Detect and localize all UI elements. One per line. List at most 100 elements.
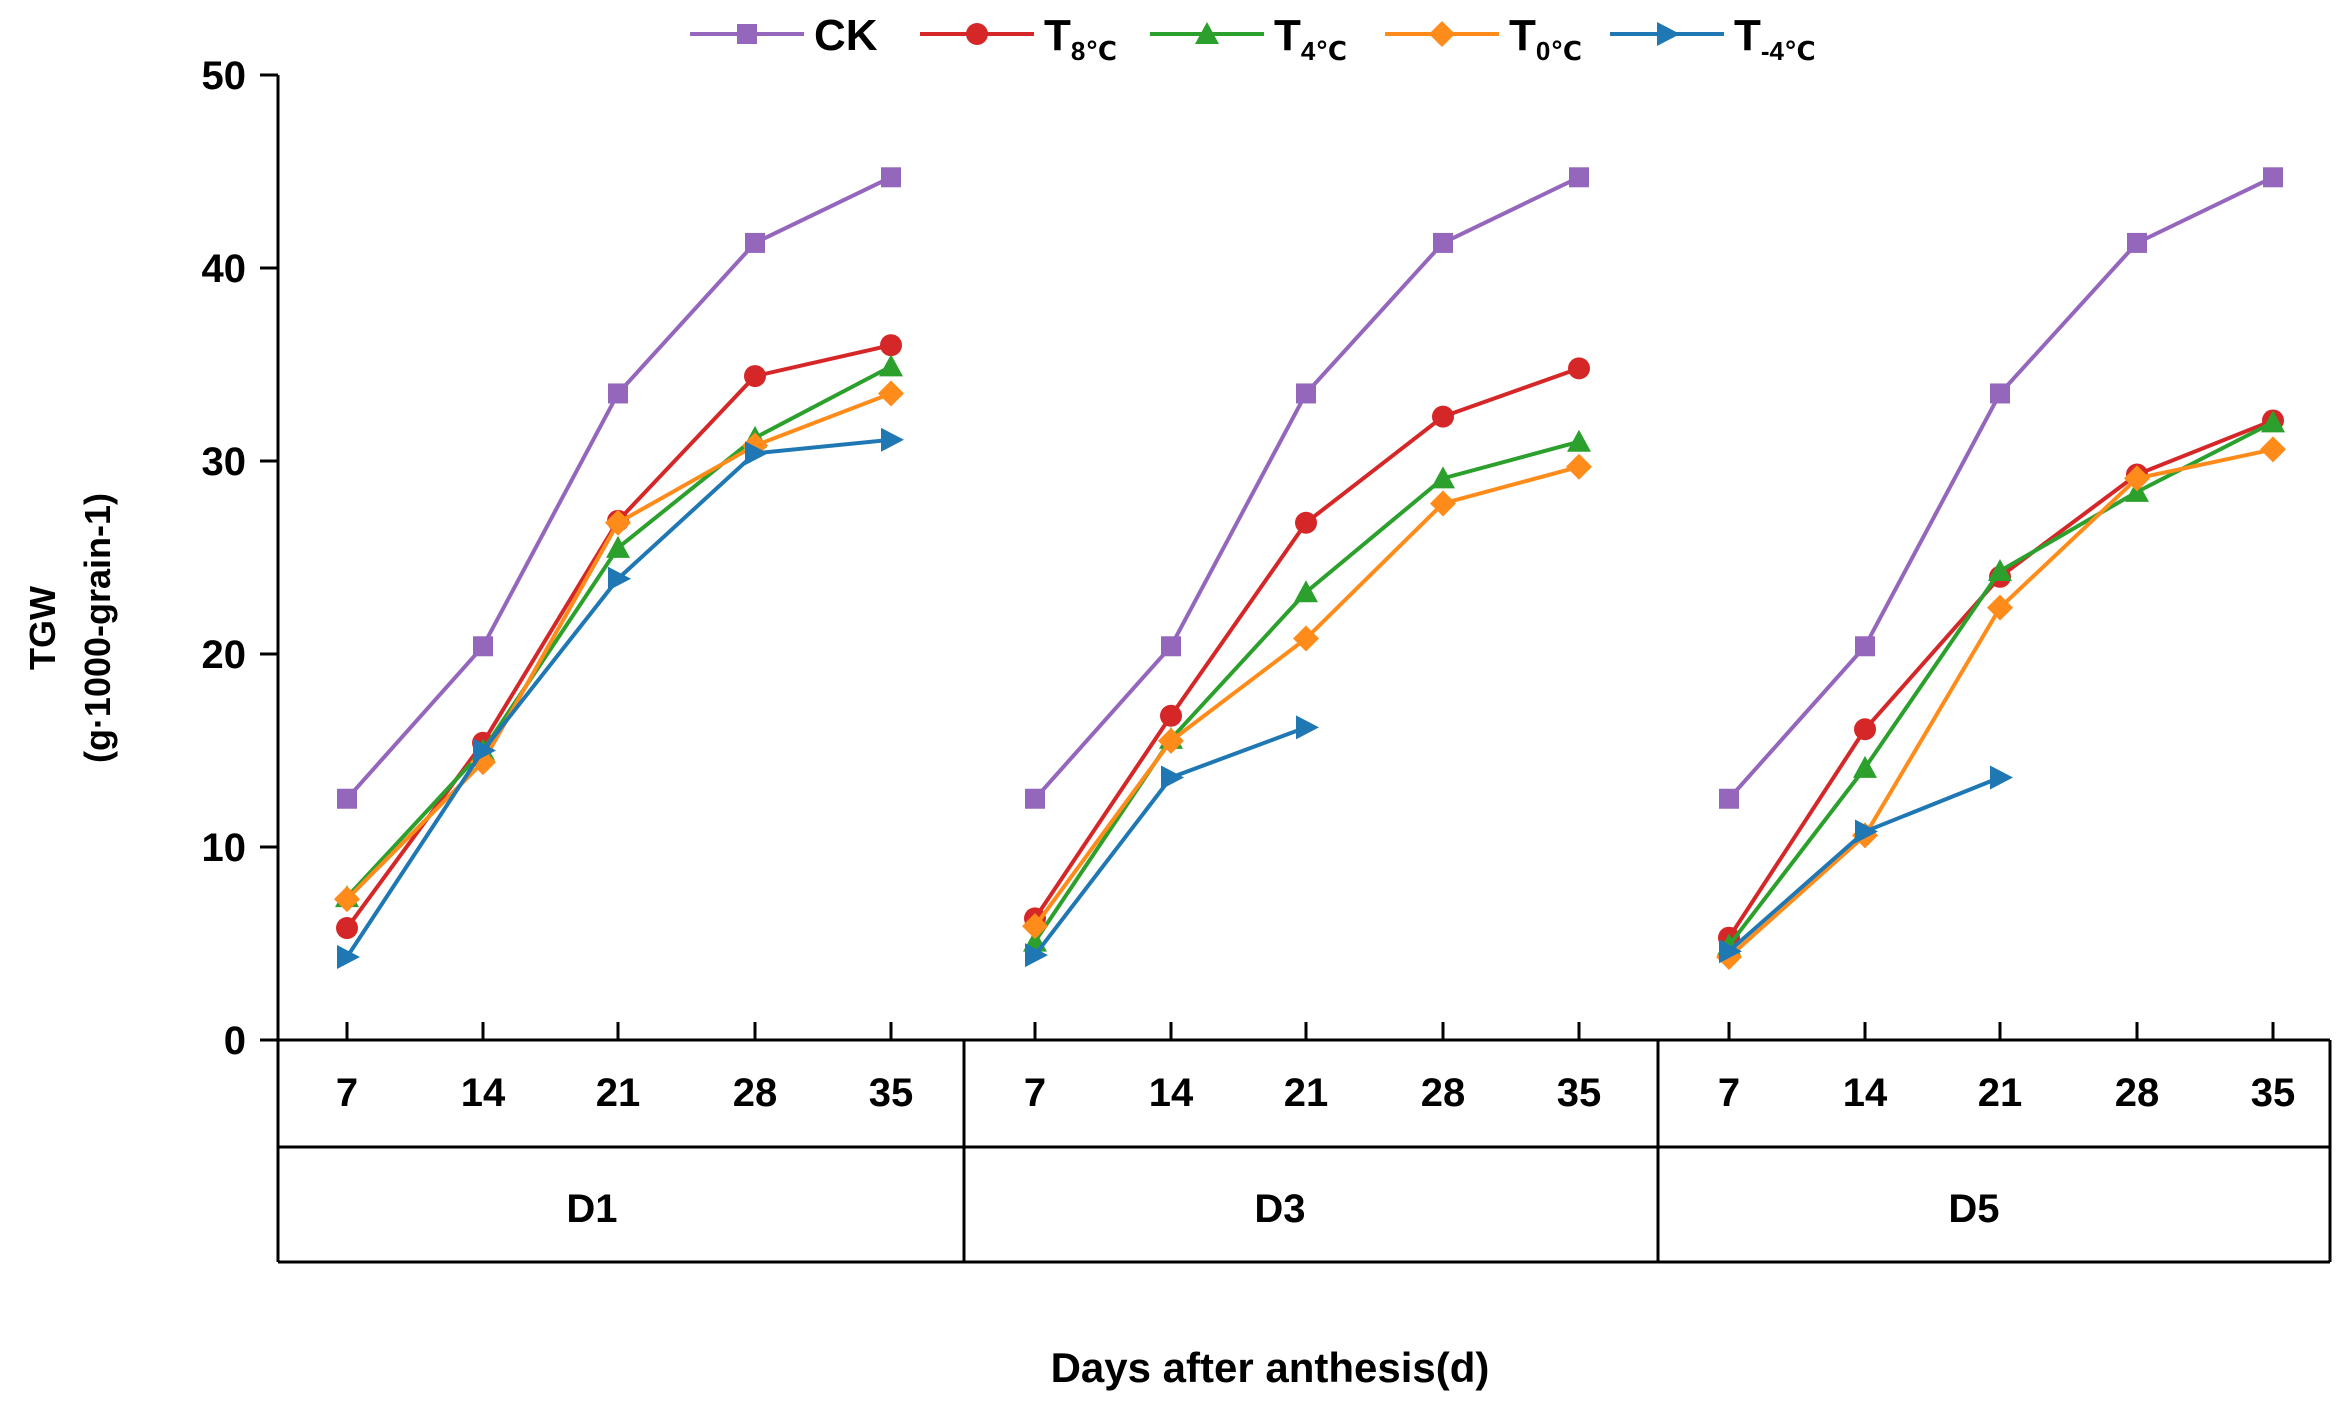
data-point (336, 917, 358, 940)
data-point (1025, 943, 1048, 968)
series-CK (337, 167, 2283, 809)
legend-label: T0℃ (1509, 11, 1582, 66)
data-point (2124, 465, 2150, 492)
y-axis-unit: (g·1000-grain-1) (77, 493, 118, 763)
legend-item: CK (690, 11, 878, 60)
data-point (744, 365, 766, 388)
circle-marker-icon (966, 23, 988, 45)
data-point (1433, 232, 1453, 253)
data-point (1567, 429, 1591, 452)
data-point (1566, 453, 1592, 480)
data-point (1431, 466, 1455, 489)
x-tick-label: 35 (2251, 1071, 2296, 1115)
series-T4℃ (335, 354, 2285, 956)
data-point (1853, 755, 1877, 778)
data-point (745, 441, 768, 466)
triangle-marker-icon (1195, 22, 1219, 44)
x-tick-label: 28 (1421, 1071, 1466, 1115)
data-point (1987, 594, 2013, 621)
x-tick-label: 21 (1978, 1071, 2023, 1115)
data-point (1161, 636, 1181, 657)
series-line-d5 (1727, 775, 2002, 954)
data-point (879, 354, 903, 377)
x-axis-title: Days after anthesis(d) (1051, 1344, 1490, 1391)
series-line-d3 (1033, 725, 1308, 958)
x-tick-label: 7 (1718, 1071, 1740, 1115)
y-tick-label: 30 (202, 440, 247, 484)
data-point (2263, 167, 2283, 188)
data-point (1432, 405, 1454, 428)
legend-item: T0℃ (1385, 11, 1582, 66)
group-label-d3: D3 (1254, 1187, 1305, 1231)
y-axis-title: TGW (22, 586, 63, 670)
data-point (1568, 357, 1590, 380)
data-point (2260, 436, 2286, 463)
x-tick-label: 7 (1024, 1071, 1046, 1115)
data-point (1295, 511, 1317, 534)
data-point (1161, 765, 1184, 790)
data-point (608, 383, 628, 404)
data-point (1025, 788, 1045, 809)
data-point (1296, 715, 1319, 740)
series-layer (334, 167, 2286, 971)
y-tick-label: 20 (202, 633, 247, 677)
data-point (606, 535, 630, 558)
x-tick-label: 28 (733, 1071, 778, 1115)
y-axis-ticks: 0 10 20 30 40 50 (202, 54, 278, 1063)
y-tick-label: 10 (202, 826, 247, 870)
series-line-d1 (345, 391, 893, 902)
x-tick-label: 7 (336, 1071, 358, 1115)
series-line-d5 (1727, 175, 2275, 801)
square-marker-icon (737, 24, 757, 44)
legend-label: T4℃ (1274, 11, 1347, 66)
legend-item: T8℃ (920, 11, 1117, 66)
data-point (1719, 788, 1739, 809)
y-tick-label: 50 (202, 54, 247, 98)
data-point (1569, 167, 1589, 188)
series-line-d5 (1727, 418, 2275, 940)
data-point (878, 380, 904, 407)
series-T0℃ (334, 380, 2286, 971)
data-point (1293, 625, 1319, 652)
data-point (1294, 580, 1318, 603)
legend-label: T8℃ (1044, 11, 1117, 66)
data-point (473, 738, 496, 763)
data-point (1296, 383, 1316, 404)
data-point (880, 334, 902, 357)
diamond-marker-icon (1429, 21, 1455, 47)
data-point (2127, 232, 2147, 253)
data-point (1855, 819, 1878, 844)
axes (276, 75, 2332, 1264)
triangle-right-marker-icon (1657, 22, 1680, 46)
data-point (1855, 636, 1875, 657)
x-tick-label: 35 (869, 1071, 914, 1115)
data-point (1158, 727, 1184, 754)
data-point (881, 427, 904, 452)
series-line-d1 (345, 175, 893, 801)
data-point (334, 886, 360, 913)
group-label-d5: D5 (1948, 1187, 1999, 1231)
series-line-d3 (1033, 464, 1581, 929)
series-T-4℃ (337, 427, 2013, 970)
x-tick-label: 21 (1284, 1071, 1329, 1115)
legend: CK T8℃ T4℃ T0℃ T-4℃ (690, 11, 1816, 66)
data-point (337, 945, 360, 970)
data-point (1430, 490, 1456, 517)
x-tick-label: 35 (1557, 1071, 1602, 1115)
data-point (337, 788, 357, 809)
legend-item: T4℃ (1150, 11, 1347, 66)
data-point (1854, 718, 1876, 741)
x-tick-label: 21 (596, 1071, 641, 1115)
y-tick-label: 0 (224, 1019, 246, 1063)
data-point (605, 509, 631, 536)
data-point (1719, 939, 1742, 964)
x-tick-label: 28 (2115, 1071, 2160, 1115)
x-tick-label: 14 (1149, 1071, 1194, 1115)
legend-label: CK (814, 11, 878, 60)
y-tick-label: 40 (202, 247, 247, 291)
x-axis-labels: 7 14 21 28 35 D1 7 14 21 28 35 D3 7 14 21 28 35 D5 (336, 1022, 2295, 1231)
x-tick-label: 14 (1843, 1071, 1888, 1115)
x-tick-label: 14 (461, 1071, 506, 1115)
